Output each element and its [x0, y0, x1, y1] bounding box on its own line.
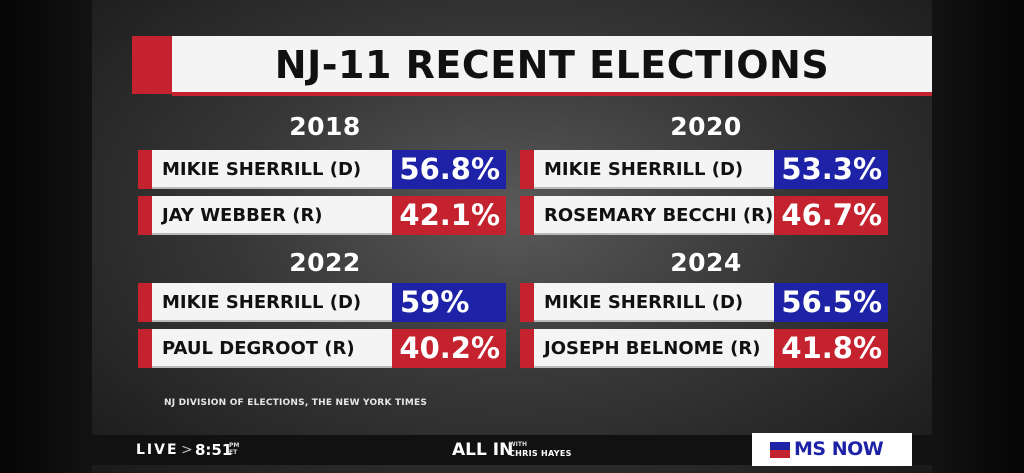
clock-time: 8:51 — [195, 441, 233, 459]
party-stripe — [138, 283, 152, 322]
chevron-right-icon: > — [181, 442, 193, 458]
page-title: NJ-11 RECENT ELECTIONS — [274, 43, 830, 87]
clock-meridiem: PM ET — [229, 442, 239, 456]
year-label-2024: 2024 — [670, 248, 742, 277]
vote-share-box: 56.8% — [392, 150, 506, 189]
network-logo: MS NOW — [752, 433, 912, 466]
candidate-name-box: JOSEPH BELNOME (R) — [534, 329, 774, 368]
show-with: WITH — [509, 441, 527, 448]
source-credit: NJ DIVISION OF ELECTIONS, THE NEW YORK T… — [164, 398, 428, 408]
title-banner — [132, 36, 932, 94]
vote-share-box: 46.7% — [774, 196, 888, 235]
candidate-name-box: MIKIE SHERRILL (D) — [534, 283, 774, 322]
candidate-name: MIKIE SHERRILL (D) — [544, 159, 744, 180]
flag-logo-icon — [770, 442, 790, 458]
party-stripe — [520, 283, 534, 322]
network-logo-text: MS NOW — [794, 438, 884, 460]
result-row: MIKIE SHERRILL (D) 56.8% — [138, 150, 506, 189]
candidate-name: MIKIE SHERRILL (D) — [162, 292, 362, 313]
vote-share: 41.8% — [781, 331, 882, 365]
vote-share-box: 59% — [392, 283, 506, 322]
show-host: CHRIS HAYES — [509, 449, 572, 458]
vote-share-box: 40.2% — [392, 329, 506, 368]
vote-share-box: 53.3% — [774, 150, 888, 189]
candidate-name: MIKIE SHERRILL (D) — [544, 292, 744, 313]
party-stripe — [138, 329, 152, 368]
vote-share-box: 56.5% — [774, 283, 888, 322]
candidate-name-box: MIKIE SHERRILL (D) — [534, 150, 774, 189]
result-row: PAUL DEGROOT (R) 40.2% — [138, 329, 506, 368]
year-label-2022: 2022 — [289, 248, 361, 277]
candidate-name-box: MIKIE SHERRILL (D) — [152, 283, 392, 322]
party-stripe — [138, 196, 152, 235]
vote-share: 59% — [400, 285, 470, 319]
vote-share-box: 42.1% — [392, 196, 506, 235]
year-label-2018: 2018 — [289, 112, 361, 141]
vote-share: 53.3% — [781, 152, 882, 186]
vote-share: 42.1% — [399, 198, 500, 232]
vote-share: 46.7% — [781, 198, 882, 232]
candidate-name-box: ROSEMARY BECCHI (R) — [534, 196, 774, 235]
candidate-name: JAY WEBBER (R) — [162, 205, 323, 226]
live-indicator: LIVE — [136, 442, 179, 458]
candidate-name-box: JAY WEBBER (R) — [152, 196, 392, 235]
result-row: ROSEMARY BECCHI (R) 46.7% — [520, 196, 888, 235]
result-row: MIKIE SHERRILL (D) 56.5% — [520, 283, 888, 322]
clock-ampm: PM — [229, 442, 240, 449]
candidate-name: ROSEMARY BECCHI (R) — [544, 205, 774, 226]
vote-share: 40.2% — [399, 331, 500, 365]
right-pillarbox — [932, 0, 1024, 473]
year-label-2020: 2020 — [670, 112, 742, 141]
candidate-name: MIKIE SHERRILL (D) — [162, 159, 362, 180]
result-row: JOSEPH BELNOME (R) 41.8% — [520, 329, 888, 368]
title-accent-stripe — [132, 36, 172, 94]
vote-share-box: 41.8% — [774, 329, 888, 368]
show-title: ALL IN — [452, 440, 514, 460]
candidate-name-box: MIKIE SHERRILL (D) — [152, 150, 392, 189]
result-row: MIKIE SHERRILL (D) 59% — [138, 283, 506, 322]
party-stripe — [520, 329, 534, 368]
candidate-name: PAUL DEGROOT (R) — [162, 338, 355, 359]
candidate-name-box: PAUL DEGROOT (R) — [152, 329, 392, 368]
party-stripe — [520, 150, 534, 189]
left-pillarbox — [0, 0, 92, 473]
result-row: MIKIE SHERRILL (D) 53.3% — [520, 150, 888, 189]
party-stripe — [520, 196, 534, 235]
vote-share: 56.8% — [399, 152, 500, 186]
party-stripe — [138, 150, 152, 189]
result-row: JAY WEBBER (R) 42.1% — [138, 196, 506, 235]
candidate-name: JOSEPH BELNOME (R) — [544, 338, 761, 359]
clock-timezone: ET — [229, 449, 238, 456]
vote-share: 56.5% — [781, 285, 882, 319]
title-underline — [172, 92, 932, 96]
